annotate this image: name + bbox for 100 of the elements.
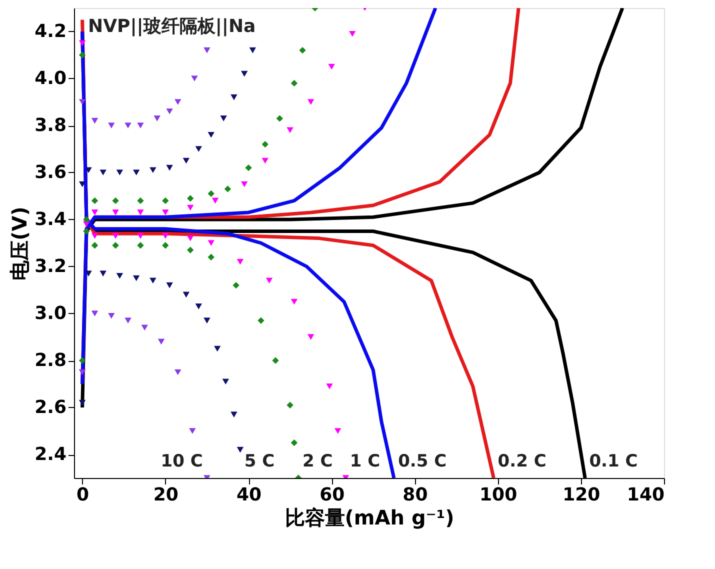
y-tick-label: 2.4 xyxy=(34,444,66,465)
point xyxy=(91,118,98,124)
point xyxy=(83,228,90,235)
point xyxy=(166,108,173,114)
point xyxy=(262,158,268,164)
point xyxy=(307,99,314,105)
point xyxy=(112,210,119,216)
point xyxy=(286,402,294,409)
series-label: 5 C xyxy=(244,452,275,472)
point xyxy=(241,181,248,188)
y-tick-label: 3.4 xyxy=(34,209,66,230)
point xyxy=(272,357,279,364)
point xyxy=(290,80,298,87)
point xyxy=(307,334,314,340)
point xyxy=(78,400,86,406)
x-tick-label: 100 xyxy=(480,484,518,506)
point xyxy=(208,190,214,198)
point xyxy=(290,439,298,446)
point xyxy=(166,164,173,171)
series-label: 0.2 C xyxy=(498,452,546,472)
point xyxy=(208,240,214,246)
point xyxy=(174,99,182,105)
point xyxy=(116,170,124,176)
point xyxy=(112,233,119,239)
series-label: 2 C xyxy=(302,452,333,472)
point xyxy=(162,197,169,204)
x-tick-label: 120 xyxy=(562,484,600,506)
point xyxy=(112,242,119,249)
point xyxy=(276,115,284,122)
point xyxy=(124,122,132,128)
y-tick-label: 3.6 xyxy=(34,162,66,183)
y-tick-label: 3.8 xyxy=(34,115,66,136)
point xyxy=(262,140,268,148)
point xyxy=(245,164,252,172)
point xyxy=(232,282,240,289)
point xyxy=(91,242,98,249)
point xyxy=(162,210,169,216)
point xyxy=(132,170,140,176)
point xyxy=(162,242,169,249)
point xyxy=(214,346,221,352)
point xyxy=(150,167,156,174)
y-tick-label: 3.2 xyxy=(34,256,66,277)
point xyxy=(154,116,160,122)
point xyxy=(195,146,202,152)
x-tick-label: 0 xyxy=(76,484,90,506)
point xyxy=(191,76,198,82)
point xyxy=(224,186,232,192)
point xyxy=(91,233,98,239)
point xyxy=(208,132,214,138)
point xyxy=(241,70,248,77)
point xyxy=(334,428,342,434)
point xyxy=(230,412,238,418)
series-label: 0.5 C xyxy=(398,452,447,472)
x-tick-label: 40 xyxy=(236,484,262,506)
y-tick-label: 4.0 xyxy=(34,68,66,89)
point xyxy=(222,378,230,385)
point xyxy=(182,158,190,164)
point xyxy=(186,246,194,254)
series-label: 10 C xyxy=(160,452,203,472)
point xyxy=(83,216,90,223)
point xyxy=(349,30,356,37)
series-label: 1 C xyxy=(350,452,380,472)
point xyxy=(158,338,165,345)
point xyxy=(108,312,115,319)
point xyxy=(220,116,227,122)
annotation: NVP||玻纤隔板||Na xyxy=(88,16,256,37)
point xyxy=(186,194,194,202)
y-tick-label: 3.0 xyxy=(34,303,66,324)
point xyxy=(249,47,256,54)
point xyxy=(182,292,190,298)
point xyxy=(189,428,196,434)
point xyxy=(236,258,244,265)
point xyxy=(174,369,182,376)
point xyxy=(137,122,144,128)
point xyxy=(116,272,124,279)
point xyxy=(78,52,86,58)
y-tick-label: 2.6 xyxy=(34,397,66,418)
point xyxy=(150,278,156,284)
point xyxy=(186,235,194,242)
point xyxy=(85,270,92,276)
point xyxy=(100,170,106,176)
y-axis-title: 电压(V) xyxy=(8,206,32,280)
point xyxy=(137,210,144,216)
point xyxy=(299,46,306,54)
point xyxy=(186,204,194,211)
y-tick-label: 2.8 xyxy=(34,350,66,371)
point xyxy=(78,99,86,105)
point xyxy=(78,357,86,364)
point xyxy=(137,242,144,249)
point xyxy=(328,64,335,70)
point xyxy=(208,254,214,260)
point xyxy=(230,94,238,100)
point xyxy=(91,310,98,316)
point xyxy=(124,318,132,324)
point xyxy=(195,304,202,310)
point xyxy=(141,324,148,331)
point xyxy=(132,275,140,282)
point xyxy=(91,197,98,204)
x-tick-label: 80 xyxy=(402,484,428,506)
y-tick-label: 4.2 xyxy=(34,21,66,42)
